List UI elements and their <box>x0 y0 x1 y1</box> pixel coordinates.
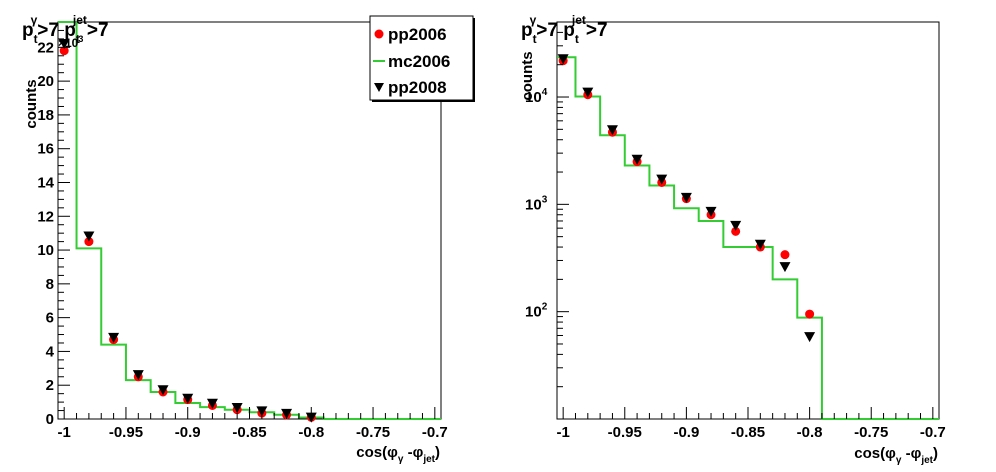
left-pp2006-point <box>59 46 69 56</box>
left-y-tick-label: 10 <box>37 242 54 259</box>
left-y-tick-label: 14 <box>37 174 54 191</box>
left-data-points <box>58 38 317 423</box>
right-pp2008-point <box>779 262 791 273</box>
right-mc2006-histogram <box>557 56 939 420</box>
left-pp2008-point <box>256 406 268 417</box>
right-x-tick-label: -0.8 <box>797 424 823 441</box>
right-pp2008-point <box>631 154 643 165</box>
right-pp2008-point <box>582 87 594 98</box>
right-pp2008-point <box>606 125 618 136</box>
right-pp2008-point <box>680 192 692 203</box>
right-mc2006-step-line <box>557 56 939 420</box>
legend-pp2008-marker <box>374 83 384 92</box>
right-pp2008-point <box>754 239 766 250</box>
left-y-axis-ticks: 0 2 4 6 8 10 12 14 16 18 20 22 <box>37 29 70 428</box>
right-pp2008-point <box>730 220 742 231</box>
left-y-tick-label: 20 <box>37 73 54 90</box>
left-y-multiplier: ×103 <box>58 34 83 50</box>
right-x-axis-label: cos(φγ -φjet) <box>854 445 938 466</box>
right-data-points <box>557 54 816 343</box>
left-y-tick-label: 4 <box>46 343 55 360</box>
left-x-tick-label: -0.9 <box>175 424 201 441</box>
legend-pp2006-marker <box>374 29 384 39</box>
right-pp2006-point <box>780 250 790 260</box>
left-pp2008-point <box>182 393 194 404</box>
right-x-axis-ticks: -1 -0.95 -0.9 -0.85 -0.8 -0.75 -0.7 <box>556 407 946 441</box>
left-x-tick-label: -0.8 <box>298 424 324 441</box>
left-x-tick-label: -0.85 <box>232 424 266 441</box>
left-y-tick-label: 0 <box>46 411 54 428</box>
left-x-tick-label: -0.75 <box>356 424 390 441</box>
right-y-tick-label: 102 <box>525 302 548 321</box>
right-x-tick-label: -0.7 <box>920 424 946 441</box>
left-x-tick-label: -0.7 <box>422 424 448 441</box>
left-pp2008-point <box>83 231 95 242</box>
right-x-tick-label: -0.9 <box>673 424 699 441</box>
right-y-axis-ticks: 102 103 104 <box>525 21 569 420</box>
left-plot-panel: -1 -0.95 -0.9 -0.85 -0.8 -0.75 -0.7 0 2 4 6 8 10 12 1… <box>22 13 475 465</box>
left-y-tick-label: 12 <box>37 208 54 225</box>
left-x-tick-label: -0.95 <box>109 424 143 441</box>
legend-pp2006-label: pp2006 <box>388 25 447 44</box>
right-plot-frame <box>556 21 940 420</box>
right-y-tick-label: 103 <box>525 194 548 213</box>
left-y-tick-label: 6 <box>46 310 54 327</box>
left-y-tick-label: 8 <box>46 276 54 293</box>
legend: pp2006 mc2006 pp2008 <box>369 15 475 102</box>
right-x-tick-label: -0.85 <box>731 424 765 441</box>
right-x-tick-label: -0.75 <box>854 424 888 441</box>
left-y-tick-label: 16 <box>37 141 54 158</box>
left-pp2008-point <box>157 385 169 396</box>
left-x-axis-ticks: -1 -0.95 -0.9 -0.85 -0.8 -0.75 -0.7 <box>58 407 448 441</box>
left-x-tick-label: -1 <box>58 424 71 441</box>
right-x-tick-label: -0.95 <box>608 424 642 441</box>
left-pp2008-point <box>58 38 70 49</box>
right-plot-title: ptγ>7 ptjet>7 <box>521 13 608 46</box>
right-pp2006-point <box>805 309 815 319</box>
left-pp2008-point <box>206 398 218 409</box>
right-y-tick-label: 104 <box>525 87 548 106</box>
left-y-tick-label: 22 <box>37 39 54 56</box>
left-y-tick-label: 2 <box>46 377 54 394</box>
legend-box <box>369 15 474 101</box>
left-plot-title: ptγ>7 ptjet>7 <box>22 13 109 46</box>
legend-pp2008-label: pp2008 <box>388 78 447 97</box>
right-pp2008-point <box>705 206 717 217</box>
left-y-axis-label: counts <box>23 79 40 128</box>
left-y-tick-label: 18 <box>37 107 54 124</box>
left-pp2006-point <box>84 237 94 247</box>
right-pp2008-point <box>804 332 816 343</box>
left-x-axis-label: cos(φγ -φjet) <box>356 444 440 465</box>
left-pp2008-point <box>132 370 144 381</box>
right-x-tick-label: -1 <box>556 424 569 441</box>
right-y-axis-label: counts <box>519 51 536 100</box>
right-plot-panel: -1 -0.95 -0.9 -0.85 -0.8 -0.75 -0.7 102103104 … <box>519 13 946 466</box>
left-pp2008-point <box>231 403 243 414</box>
right-pp2006-point <box>731 226 741 236</box>
legend-mc2006-label: mc2006 <box>388 52 450 71</box>
right-pp2008-point <box>557 54 569 65</box>
left-pp2008-point <box>108 332 120 343</box>
right-pp2008-point <box>656 174 668 185</box>
